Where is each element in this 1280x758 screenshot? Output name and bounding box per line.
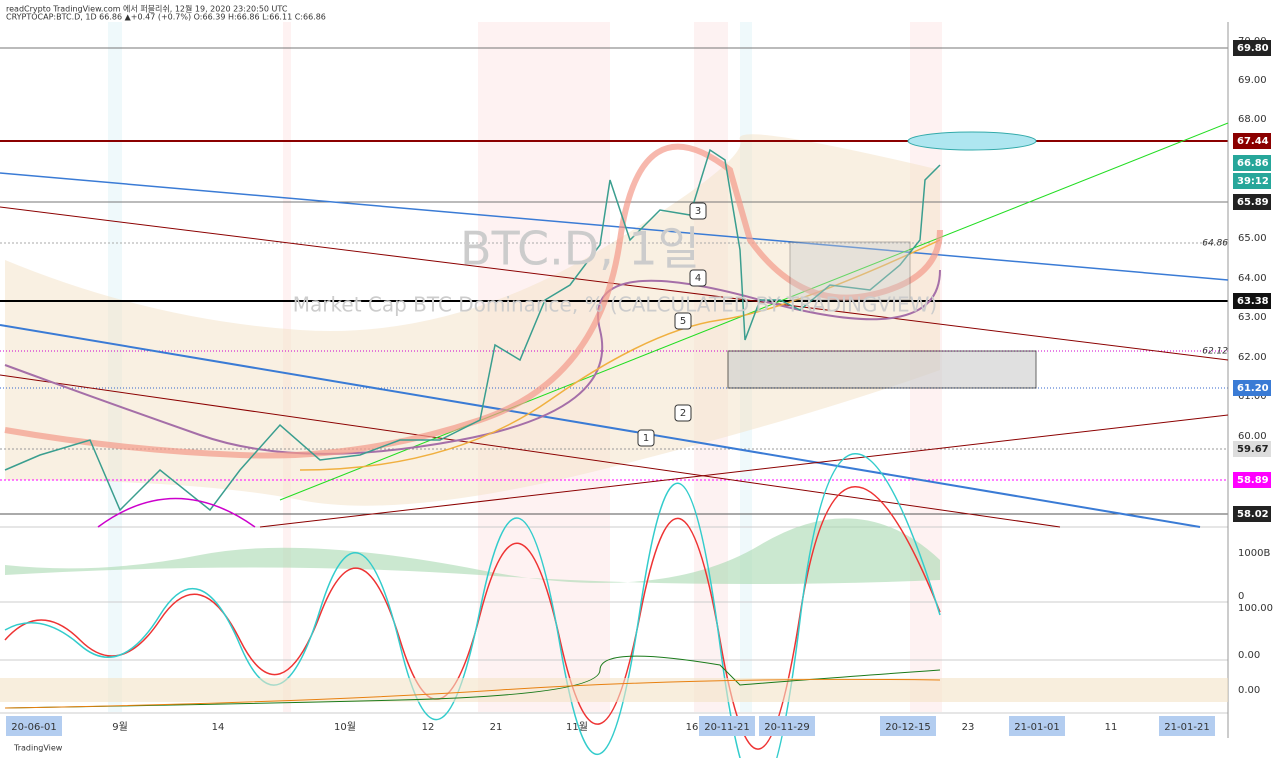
date-label: 14 [212, 722, 225, 733]
tick-label: 62.00 [1238, 352, 1267, 363]
date-label: 10월 [334, 721, 356, 733]
date-label: 16 [686, 722, 699, 733]
date-highlight [759, 716, 815, 736]
price-badge [1233, 40, 1271, 56]
tick-label: 69.00 [1238, 75, 1267, 86]
price-badge-label: 66.86 [1237, 158, 1269, 169]
levels [0, 22, 1229, 738]
date-highlight [6, 716, 62, 736]
date-label: 12 [422, 722, 435, 733]
osc-band [0, 678, 1228, 702]
price-badge-label: 39:12 [1237, 176, 1269, 187]
tick-label: 68.00 [1238, 114, 1267, 125]
trend-lines [0, 122, 1229, 528]
wave-label: 1 [643, 433, 649, 444]
line-label: 64.86 [1202, 239, 1228, 249]
tick-label: 0.00 [1238, 650, 1260, 661]
price-badges: 69.80 67.44 66.86 39:12 65.89 63.38 61.20 59.67… [1233, 40, 1271, 522]
price-badge [1233, 472, 1271, 488]
watermark-name: Market Cap BTC Dominance, % (CALCULATED … [293, 293, 937, 317]
price-badge [1233, 173, 1271, 189]
osc-line [4, 655, 941, 709]
price-badge-label: 69.80 [1237, 43, 1269, 54]
price-badge-label: 59.67 [1237, 444, 1269, 455]
date-label: 20-06-01 [11, 722, 56, 733]
tick-label: 1000B [1238, 548, 1270, 559]
zone-box [789, 241, 911, 301]
wave-labels: 1 2 3 4 5 [637, 202, 707, 447]
price-badge [1233, 133, 1271, 149]
price-badge [1233, 155, 1271, 171]
price-badge-label: 61.20 [1237, 383, 1269, 394]
price-badge-label: 65.89 [1237, 197, 1269, 208]
header-line: CRYPTOCAP:BTC.D, 1D 66.86 ▲+0.47 (+0.7%)… [6, 13, 326, 22]
zone-box [727, 350, 1037, 389]
date-label: 20-11-29 [764, 722, 809, 733]
date-label: 9월 [112, 721, 128, 733]
envelope [5, 134, 940, 506]
price-badge-label: 63.38 [1237, 296, 1269, 307]
price-badge [1233, 194, 1271, 210]
wave-label: 5 [680, 316, 686, 327]
date-highlight [880, 716, 936, 736]
wave-label: 4 [695, 273, 701, 284]
date-label: 21 [490, 722, 503, 733]
date-label: 11 [1105, 722, 1118, 733]
line-label: 62.12 [1202, 347, 1228, 357]
footer-logo: TradingView [13, 744, 63, 753]
volume-cloud [5, 518, 940, 584]
stoch-wave [4, 453, 941, 758]
osc-line [4, 678, 941, 709]
date-highlight [1159, 716, 1215, 736]
date-label: 20-11-21 [704, 722, 749, 733]
stoch-wave [4, 486, 941, 750]
date-label: 21-01-21 [1164, 722, 1209, 733]
tick-label: 61.00 [1238, 391, 1267, 402]
date-highlight [699, 716, 755, 736]
tick-label: 64.00 [1238, 273, 1267, 284]
price-badge [1233, 506, 1271, 522]
date-axis: 20-06-01 9월 14 10월 12 21 11월 16 20-11-21 20-11-29… [6, 716, 1215, 736]
wave-label: 2 [680, 408, 686, 419]
tick-label: 100.00 [1238, 603, 1273, 614]
tick-label: 0.00 [1238, 685, 1260, 696]
tick-label: 0 [1238, 591, 1244, 602]
date-label: 11월 [566, 721, 588, 733]
tick-label: 60.00 [1238, 431, 1267, 442]
watermark-symbol: BTC.D, 1일 [460, 222, 700, 276]
price-badge [1233, 441, 1271, 457]
price-badge-label: 67.44 [1237, 136, 1269, 147]
tick-label: 63.00 [1238, 312, 1267, 323]
tick-label: 65.00 [1238, 233, 1267, 244]
date-label: 20-12-15 [885, 722, 930, 733]
wave-label: 3 [695, 206, 701, 217]
price-badge-label: 58.02 [1237, 509, 1269, 520]
price-badge [1233, 293, 1271, 309]
price-badge-label: 58.89 [1237, 475, 1269, 486]
date-highlight [1009, 716, 1065, 736]
date-label: 21-01-01 [1014, 722, 1059, 733]
price-badge [1233, 380, 1271, 396]
header-line: readCrypto TradingView.com 에서 퍼블리쉬, 12월 … [6, 4, 288, 14]
target-ellipse [907, 131, 1037, 151]
date-label: 23 [962, 722, 975, 733]
